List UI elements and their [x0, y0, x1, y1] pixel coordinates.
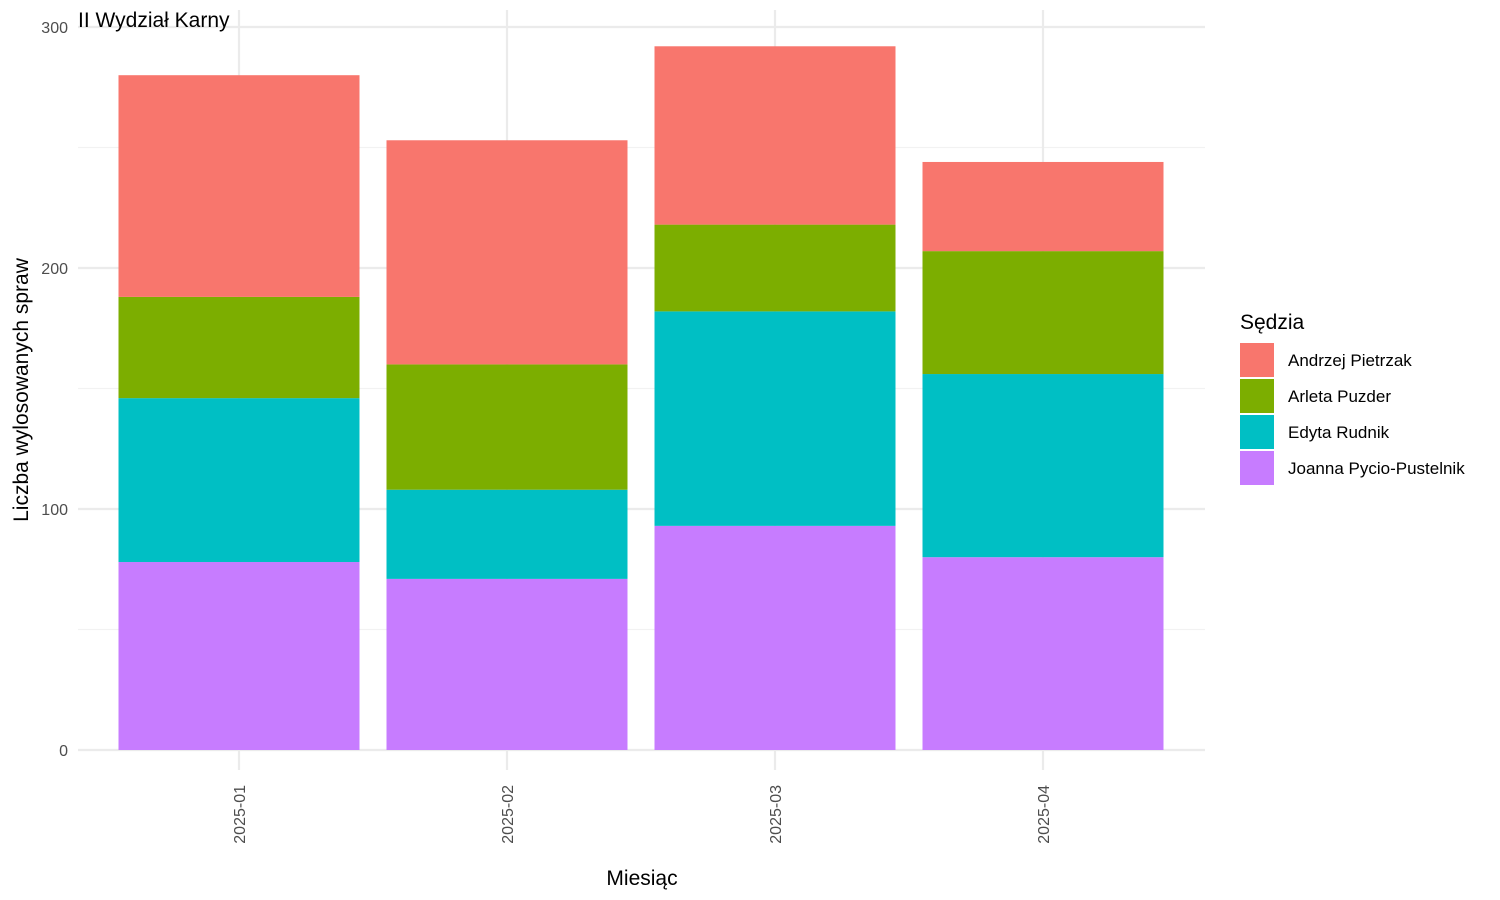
y-axis-title: Liczba wylosowanych spraw [10, 257, 33, 522]
legend-swatch [1240, 451, 1274, 485]
bars [118, 46, 1164, 750]
y-tick-label: 0 [59, 743, 68, 760]
legend-label: Arleta Puzder [1288, 387, 1391, 406]
bar-segment [922, 557, 1164, 750]
chart-title: II Wydział Karny [78, 9, 230, 32]
bar-segment [118, 398, 360, 563]
legend-label: Andrzej Pietrzak [1288, 351, 1412, 370]
bar-segment [386, 364, 628, 490]
bar-segment [386, 489, 628, 579]
bar-segment [118, 296, 360, 399]
legend-swatch [1240, 343, 1274, 377]
legend-swatch [1240, 379, 1274, 413]
bar-segment [654, 311, 896, 526]
legend-items: Andrzej Pietrzak Arleta Puzder Edyta Rudni… [1240, 343, 1465, 485]
x-axis-ticks: 2025-01 2025-02 2025-03 2025-04 [232, 785, 1053, 844]
bar-segment [922, 251, 1164, 375]
x-tick-label: 2025-01 [232, 785, 249, 844]
x-tick-label: 2025-04 [1036, 785, 1053, 844]
bar-segment [654, 224, 896, 312]
bar-segment [922, 374, 1164, 558]
bar-segment [922, 161, 1164, 252]
y-tick-label: 300 [41, 20, 68, 37]
y-tick-label: 200 [41, 261, 68, 278]
bar-segment [386, 578, 628, 750]
bar-segment [386, 140, 628, 365]
x-tick-label: 2025-02 [500, 785, 517, 844]
x-axis-title: Miesiąc [606, 867, 677, 890]
y-axis-ticks: 0 100 200 300 [41, 20, 68, 760]
bar-segment [654, 525, 896, 750]
legend: Sędzia Andrzej Pietrzak Arleta Puzder Edyt… [1240, 311, 1465, 485]
bar-segment [118, 75, 360, 297]
legend-label: Joanna Pycio-Pustelnik [1288, 459, 1465, 478]
legend-swatch [1240, 415, 1274, 449]
x-tick-label: 2025-03 [768, 785, 785, 844]
legend-title: Sędzia [1240, 311, 1305, 334]
bar-segment [118, 562, 360, 750]
legend-label: Edyta Rudnik [1288, 423, 1390, 442]
y-tick-label: 100 [41, 502, 68, 519]
bar-segment [654, 46, 896, 225]
